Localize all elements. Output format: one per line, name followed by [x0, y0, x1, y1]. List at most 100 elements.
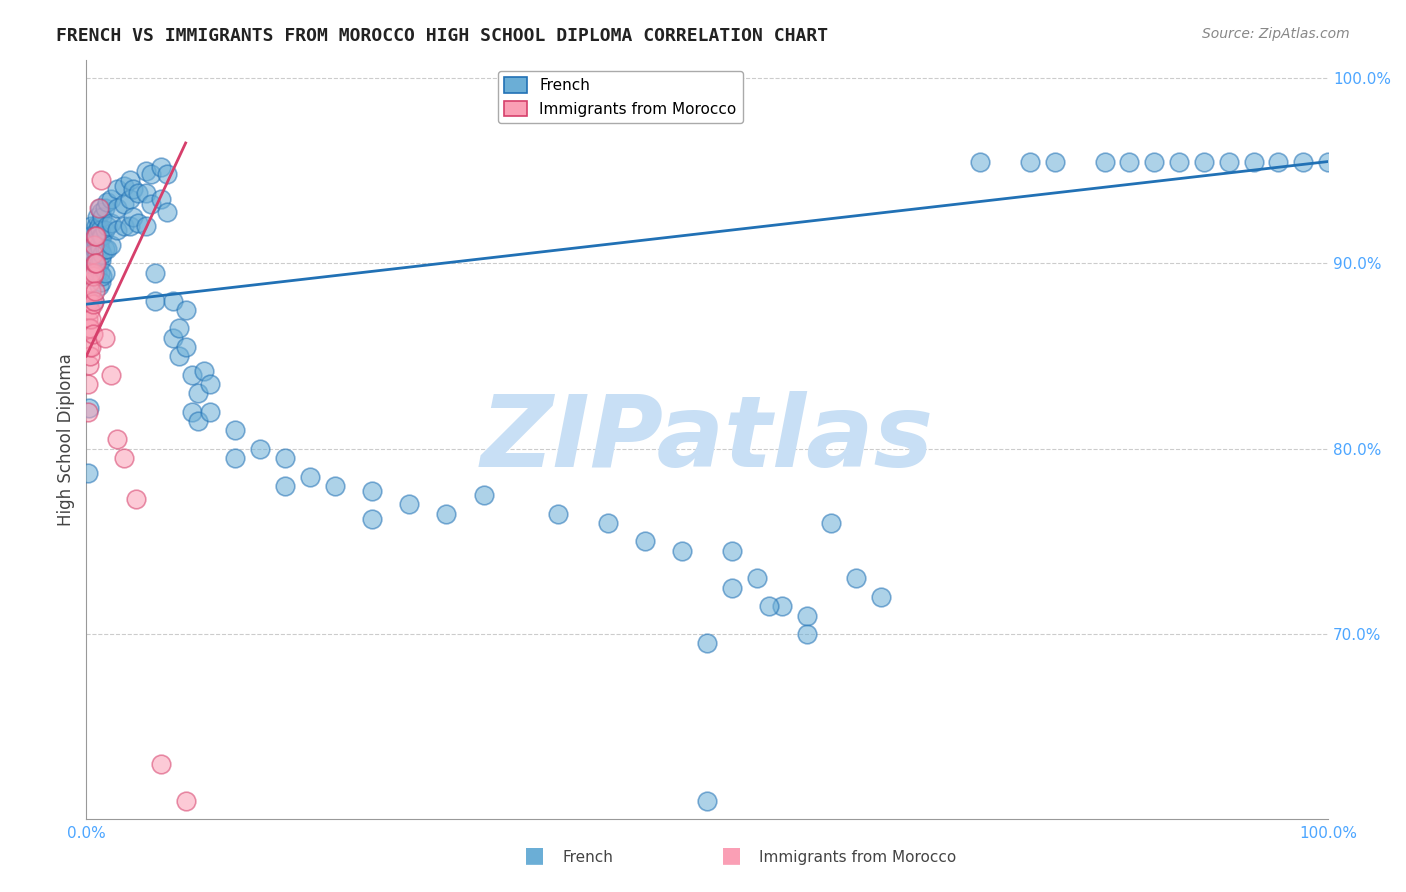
Point — [105, 201, 128, 215]
Point — [745, 572, 768, 586]
Point — [84, 245, 107, 260]
Point — [200, 405, 222, 419]
Point — [76, 405, 98, 419]
Point — [94, 266, 117, 280]
Point — [398, 497, 420, 511]
Point — [721, 543, 744, 558]
Point — [86, 223, 108, 237]
Point — [187, 386, 209, 401]
Point — [76, 312, 98, 326]
Point — [143, 293, 166, 308]
Point — [90, 228, 112, 243]
Point — [82, 238, 104, 252]
Point — [100, 192, 122, 206]
Point — [162, 330, 184, 344]
Point — [84, 219, 107, 234]
Point — [135, 163, 157, 178]
Text: ■: ■ — [524, 846, 544, 865]
Point — [112, 178, 135, 193]
Point — [436, 507, 458, 521]
Point — [224, 450, 246, 465]
Point — [90, 275, 112, 289]
Point — [84, 260, 107, 274]
Point — [135, 186, 157, 200]
Point — [89, 201, 111, 215]
Point — [118, 219, 141, 234]
Point — [169, 321, 191, 335]
Point — [169, 349, 191, 363]
Point — [84, 232, 107, 246]
Point — [969, 154, 991, 169]
Point — [79, 302, 101, 317]
Point — [100, 368, 122, 382]
Point — [1118, 154, 1140, 169]
Point — [224, 423, 246, 437]
Point — [149, 756, 172, 771]
Text: FRENCH VS IMMIGRANTS FROM MOROCCO HIGH SCHOOL DIPLOMA CORRELATION CHART: FRENCH VS IMMIGRANTS FROM MOROCCO HIGH S… — [56, 27, 828, 45]
Point — [156, 168, 179, 182]
Point — [274, 450, 297, 465]
Point — [122, 210, 145, 224]
Point — [118, 173, 141, 187]
Point — [94, 223, 117, 237]
Point — [83, 238, 105, 252]
Point — [87, 256, 110, 270]
Point — [83, 266, 105, 280]
Point — [845, 572, 868, 586]
Point — [323, 479, 346, 493]
Point — [87, 219, 110, 234]
Point — [84, 256, 107, 270]
Point — [1243, 154, 1265, 169]
Point — [91, 210, 114, 224]
Point — [870, 590, 893, 604]
Point — [89, 242, 111, 256]
Point — [174, 302, 197, 317]
Point — [84, 285, 107, 299]
Point — [180, 405, 202, 419]
Point — [149, 160, 172, 174]
Point — [200, 376, 222, 391]
Point — [96, 242, 118, 256]
Point — [80, 285, 103, 299]
Point — [89, 266, 111, 280]
Point — [1019, 154, 1042, 169]
Point — [91, 269, 114, 284]
Point — [84, 228, 107, 243]
Point — [84, 264, 107, 278]
Point — [1143, 154, 1166, 169]
Point — [84, 242, 107, 256]
Point — [122, 182, 145, 196]
Point — [90, 252, 112, 267]
Point — [83, 293, 105, 308]
Point — [77, 359, 100, 373]
Point — [1292, 154, 1315, 169]
Point — [118, 192, 141, 206]
Point — [80, 340, 103, 354]
Text: ■: ■ — [721, 846, 741, 865]
Point — [100, 238, 122, 252]
Text: ZIPatlas: ZIPatlas — [481, 391, 934, 488]
Point — [94, 242, 117, 256]
Point — [86, 266, 108, 280]
Point — [86, 247, 108, 261]
Point — [82, 297, 104, 311]
Point — [193, 364, 215, 378]
Point — [1094, 154, 1116, 169]
Point — [84, 228, 107, 243]
Point — [361, 484, 384, 499]
Point — [105, 182, 128, 196]
Point — [758, 599, 780, 614]
Point — [149, 192, 172, 206]
Point — [84, 256, 107, 270]
Point — [596, 516, 619, 530]
Point — [796, 627, 818, 641]
Point — [79, 321, 101, 335]
Y-axis label: High School Diploma: High School Diploma — [58, 353, 75, 526]
Point — [77, 340, 100, 354]
Text: R = 0.408   N = 37: R = 0.408 N = 37 — [515, 99, 659, 114]
Point — [139, 197, 162, 211]
Point — [91, 247, 114, 261]
Point — [139, 168, 162, 182]
Point — [82, 247, 104, 261]
Point — [94, 201, 117, 215]
